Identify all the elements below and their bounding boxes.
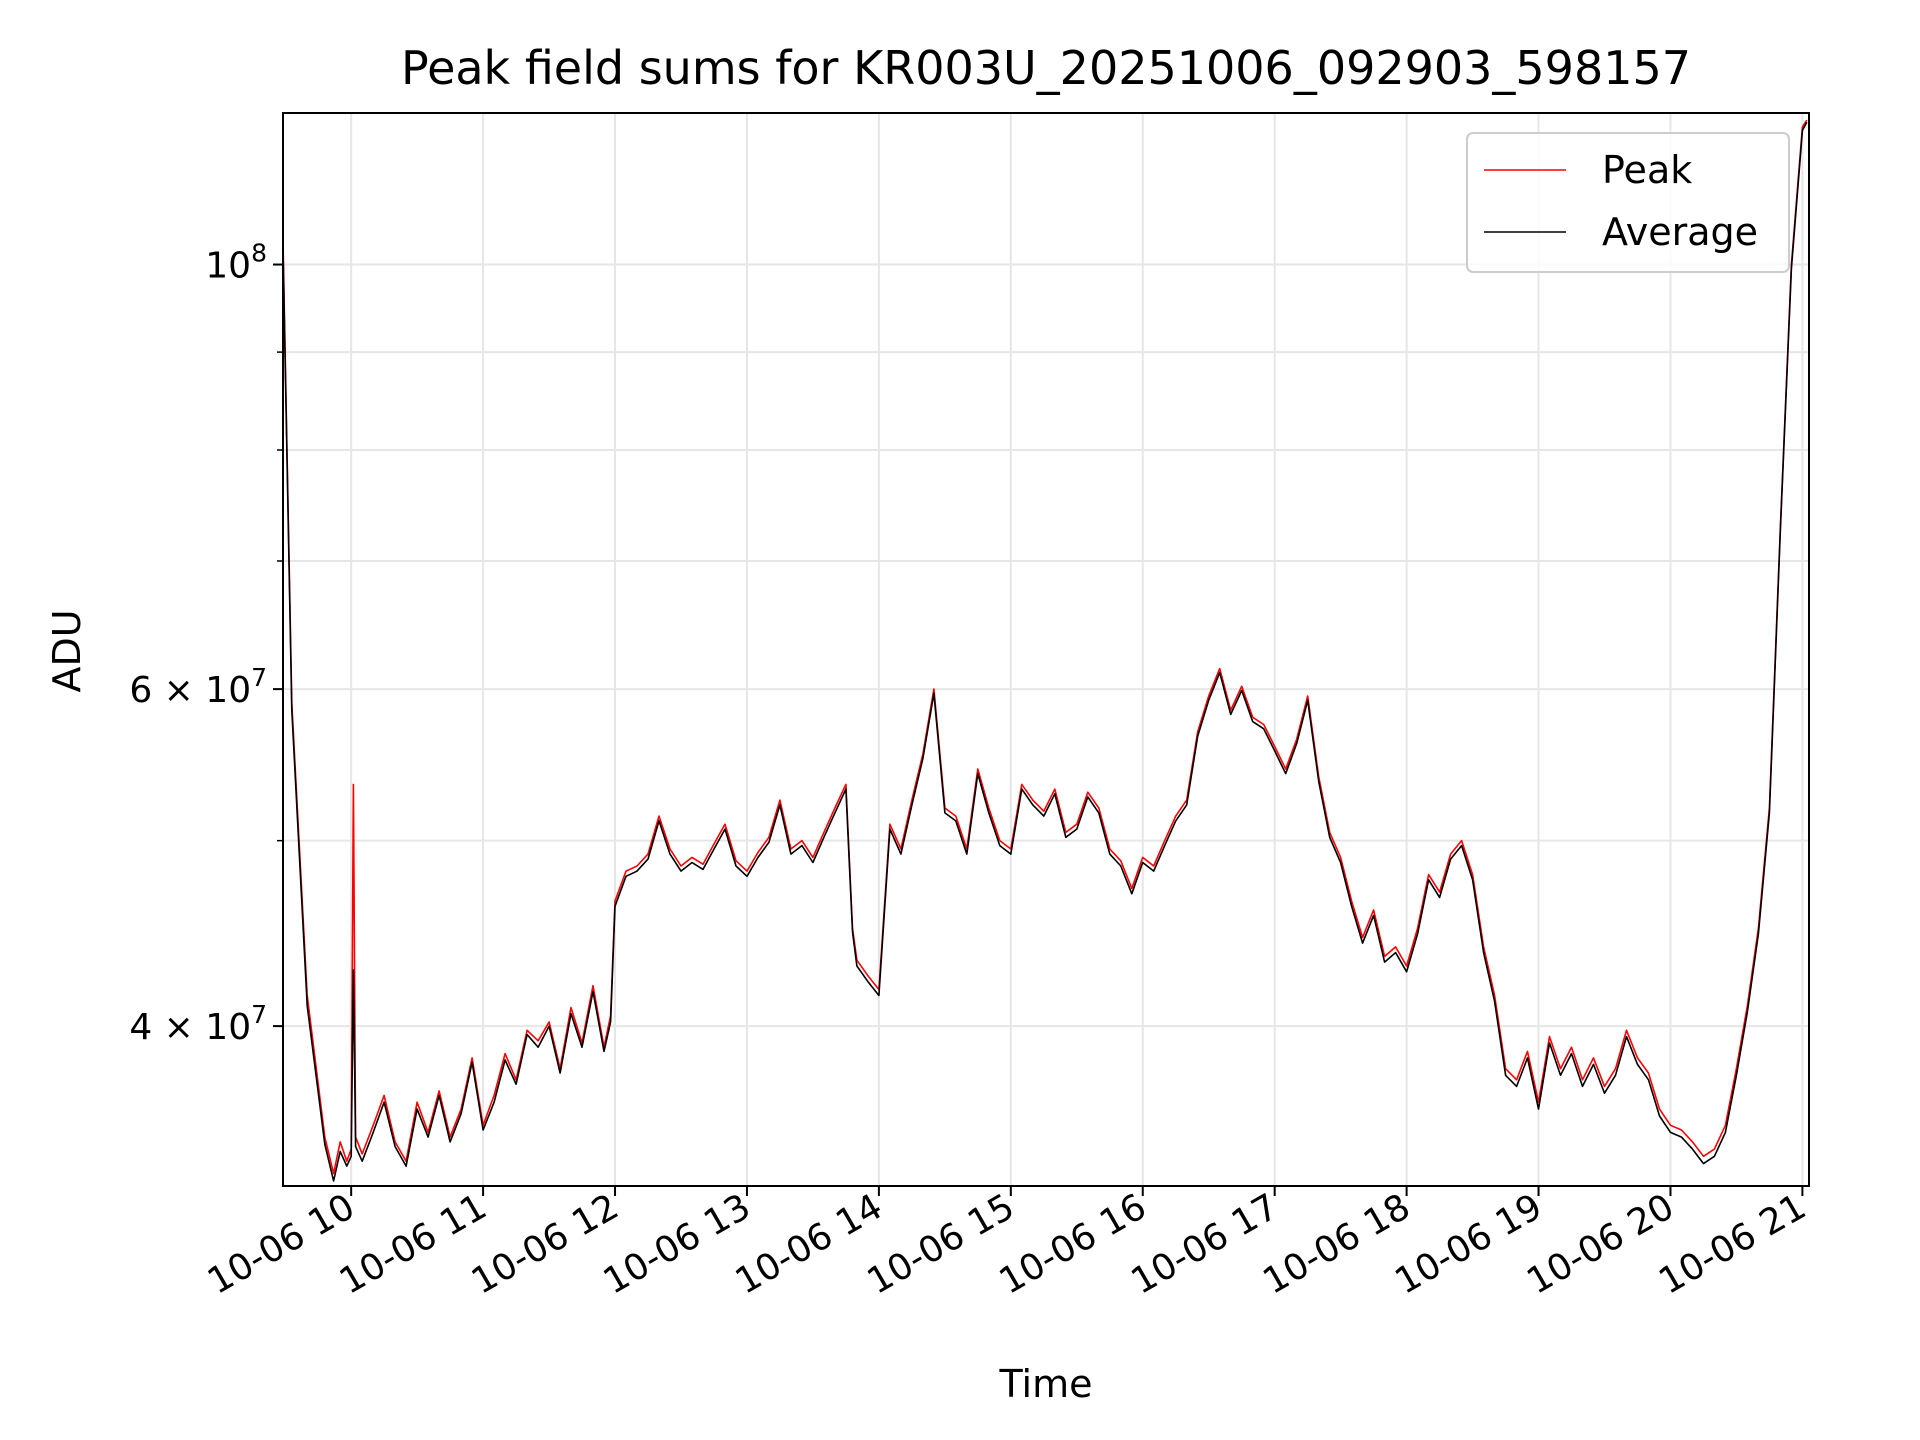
series-line-average	[283, 121, 1808, 1182]
series-lines	[283, 119, 1808, 1182]
legend-label-peak: Peak	[1602, 148, 1692, 192]
y-tick-label: 4 × 107	[129, 1000, 267, 1048]
y-tick-label: 6 × 107	[129, 663, 267, 711]
series-line-peak	[283, 119, 1808, 1175]
chart-title: Peak field sums for KR003U_20251006_0929…	[401, 41, 1691, 95]
legend: Peak Average	[1466, 132, 1790, 273]
grid	[283, 113, 1809, 1186]
plot-frame	[282, 112, 1810, 1187]
legend-box	[1466, 132, 1790, 273]
legend-label-average: Average	[1602, 210, 1758, 254]
x-axis-label: Time	[999, 1362, 1093, 1406]
y-axis-label: ADU	[45, 609, 89, 692]
